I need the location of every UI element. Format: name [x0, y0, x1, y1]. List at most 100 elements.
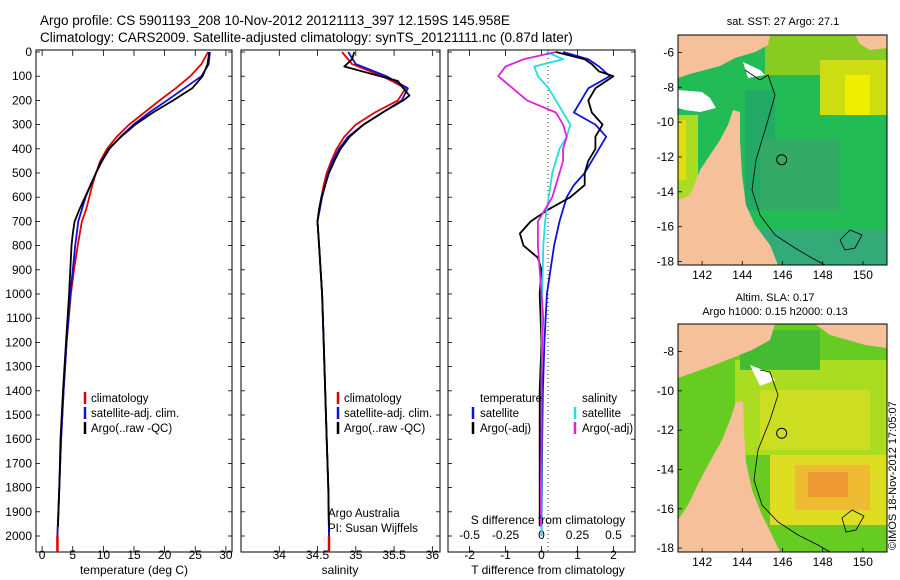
map-x-tick-label: 144 — [732, 555, 752, 569]
difference-legend-t-argo: Argo(-adj) — [480, 423, 531, 435]
sal-x-tick-label: 34.5 — [306, 548, 330, 562]
sst-map-land-islands — [855, 35, 887, 50]
sla-map-patch — [808, 472, 848, 497]
sst-map-land-cape-york — [678, 110, 778, 265]
temperature-y-tick-label: 1300 — [5, 360, 32, 374]
temperature-y-tick-label: 1600 — [5, 432, 32, 446]
difference-legend-temperature-title: temperature — [480, 393, 542, 405]
sal-x-tick-label: 34 — [273, 548, 287, 562]
sal-x-tick-label: 35.5 — [382, 548, 406, 562]
salinity-y-ticks — [241, 51, 440, 537]
temperature-plot-lines — [56, 51, 211, 552]
temperature-y-tick-label: 1400 — [5, 384, 32, 398]
temp-series-argo-raw-qc- — [57, 51, 211, 527]
temp-x-tick-label: 20 — [158, 548, 172, 562]
map-x-tick-label: 142 — [692, 268, 712, 282]
map-x-tick-label: 150 — [853, 268, 873, 282]
difference-legend-t-satellite: satellite — [480, 408, 519, 420]
sst-map-patch — [845, 75, 870, 115]
diff-x-tick-label: -1 — [500, 548, 511, 562]
header-line-1: Argo profile: CS 5901193_208 10-Nov-2012… — [40, 13, 510, 28]
salinity-x-label: salinity — [322, 563, 359, 577]
map-y-tick-label: -18 — [657, 541, 675, 555]
salinity-x-axis: 34 34.5 35 35.5 36 — [273, 50, 439, 562]
difference-plot-lines — [497, 51, 615, 537]
map-x-tick-label: 148 — [813, 555, 833, 569]
sla-map-panel: Altim. SLA: 0.17 Argo h1000: 0.15 h2000:… — [657, 292, 888, 569]
salinity-annotation-2: PI: Susan Wijffels — [328, 523, 418, 535]
temp-x-tick-label: 30 — [219, 548, 233, 562]
diff-x-tick-label: 0 — [538, 548, 545, 562]
diff-x-tick-label: 2 — [610, 548, 617, 562]
salinity-axes-frame — [240, 49, 441, 553]
temperature-y-tick-label: 600 — [12, 190, 32, 204]
salinity-plot-lines — [316, 51, 411, 552]
temperature-y-tick-label: 800 — [12, 239, 32, 253]
difference-x-label: T difference from climatology — [471, 563, 625, 577]
difference-s-label: S difference from climatology — [471, 513, 626, 527]
diff-x-tick-label: -0.5 — [459, 528, 480, 542]
temperature-y-tick-label: 100 — [12, 69, 32, 83]
sla-map-title-2: Argo h1000: 0.15 h2000: 0.13 — [702, 306, 848, 318]
temperature-legend: climatology satellite-adj. clim. Argo(..… — [83, 392, 179, 435]
temperature-y-tick-label: 1000 — [5, 287, 32, 301]
temperature-y-tick-label: 0 — [25, 45, 32, 59]
temperature-y-tick-label: 300 — [12, 118, 32, 132]
temperature-x-axis: 0 5 10 15 20 25 30 — [39, 50, 233, 562]
map-y-tick-label: -6 — [663, 45, 674, 59]
map-y-tick-label: -12 — [657, 150, 675, 164]
temp-x-tick-label: 10 — [97, 548, 111, 562]
map-y-tick-label: -14 — [657, 462, 675, 476]
sla-map-nodata — [750, 365, 775, 386]
salinity-panel: 34 34.5 35 35.5 36 salinity climatology sate… — [240, 49, 441, 577]
map-x-tick-label: 142 — [692, 555, 712, 569]
sst-map-patch — [760, 140, 840, 210]
map-y-tick-label: -10 — [657, 384, 675, 398]
diff-series-temperature-argo-adj- — [519, 51, 615, 527]
temperature-y-tick-label: 200 — [12, 93, 32, 107]
difference-x-axis: -2 -1 0 1 2-0.5 -0.25 0 0.25 0.5 — [459, 50, 622, 562]
diff-x-tick-label: 0.5 — [605, 528, 622, 542]
sla-map-land-cape-york — [678, 402, 780, 552]
diff-x-tick-label: 1 — [574, 548, 581, 562]
sst-map-argo-position — [776, 154, 788, 166]
salinity-annotation-1: Argo Australia — [328, 508, 400, 520]
diff-x-tick-label: 0.25 — [566, 528, 590, 542]
map-y-tick-label: -8 — [663, 345, 674, 359]
salinity-legend-climatology: climatology — [344, 393, 402, 405]
sst-map-reef — [839, 229, 863, 251]
footer-stamp: ©IMOS 18-Nov-2012 17:05:07 — [887, 401, 899, 550]
map-y-tick-label: -10 — [657, 115, 675, 129]
sla-map-y-axis: -8 -10 -12 -14 -16 -18 — [657, 345, 682, 555]
temperature-legend-argo: Argo(..raw -QC) — [91, 423, 172, 435]
header-line-2: Climatology: CARS2009. Satellite-adjuste… — [40, 30, 573, 45]
sst-map-contour — [744, 69, 826, 265]
sst-map-land-png — [678, 35, 770, 78]
diff-series-salinity-argo-adj- — [497, 51, 568, 527]
temperature-y-tick-label: 1800 — [5, 481, 32, 495]
temperature-x-label: temperature (deg C) — [80, 563, 188, 577]
sla-map-title-1: Altim. SLA: 0.17 — [736, 292, 815, 304]
map-y-tick-label: -16 — [657, 220, 675, 234]
map-x-tick-label: 150 — [853, 555, 873, 569]
sst-map-panel: sat. SST: 27 Argo: 27.1 142 144 146 148 150 — [657, 16, 888, 282]
difference-legend-s-satellite: satellite — [582, 408, 621, 420]
temperature-y-tick-label: 900 — [12, 263, 32, 277]
temperature-legend-satellite: satellite-adj. clim. — [91, 408, 179, 420]
salinity-legend-argo: Argo(..raw -QC) — [344, 423, 425, 435]
sst-map-nodata — [678, 90, 716, 112]
sla-map-reef — [841, 509, 865, 533]
map-y-tick-label: -12 — [657, 423, 675, 437]
temperature-y-tick-label: 500 — [12, 166, 32, 180]
salinity-legend-satellite: satellite-adj. clim. — [344, 408, 432, 420]
temp-x-tick-label: 0 — [39, 548, 46, 562]
sla-map-x-axis: 142 144 146 148 150 — [692, 548, 873, 569]
temperature-y-axis: 0 100 200 300 400 500 600 700 800 900 1000 1100 1200… — [5, 45, 232, 543]
sst-map-title: sat. SST: 27 Argo: 27.1 — [727, 16, 840, 28]
sla-map-argo-position — [776, 427, 788, 439]
sst-map-nodata — [743, 62, 765, 78]
temp-x-tick-label: 25 — [189, 548, 203, 562]
difference-legend: temperature satellite Argo(-adj) salinit… — [471, 393, 633, 435]
temperature-y-tick-label: 1100 — [6, 311, 32, 325]
diff-series-temperature-satellite — [540, 51, 611, 537]
